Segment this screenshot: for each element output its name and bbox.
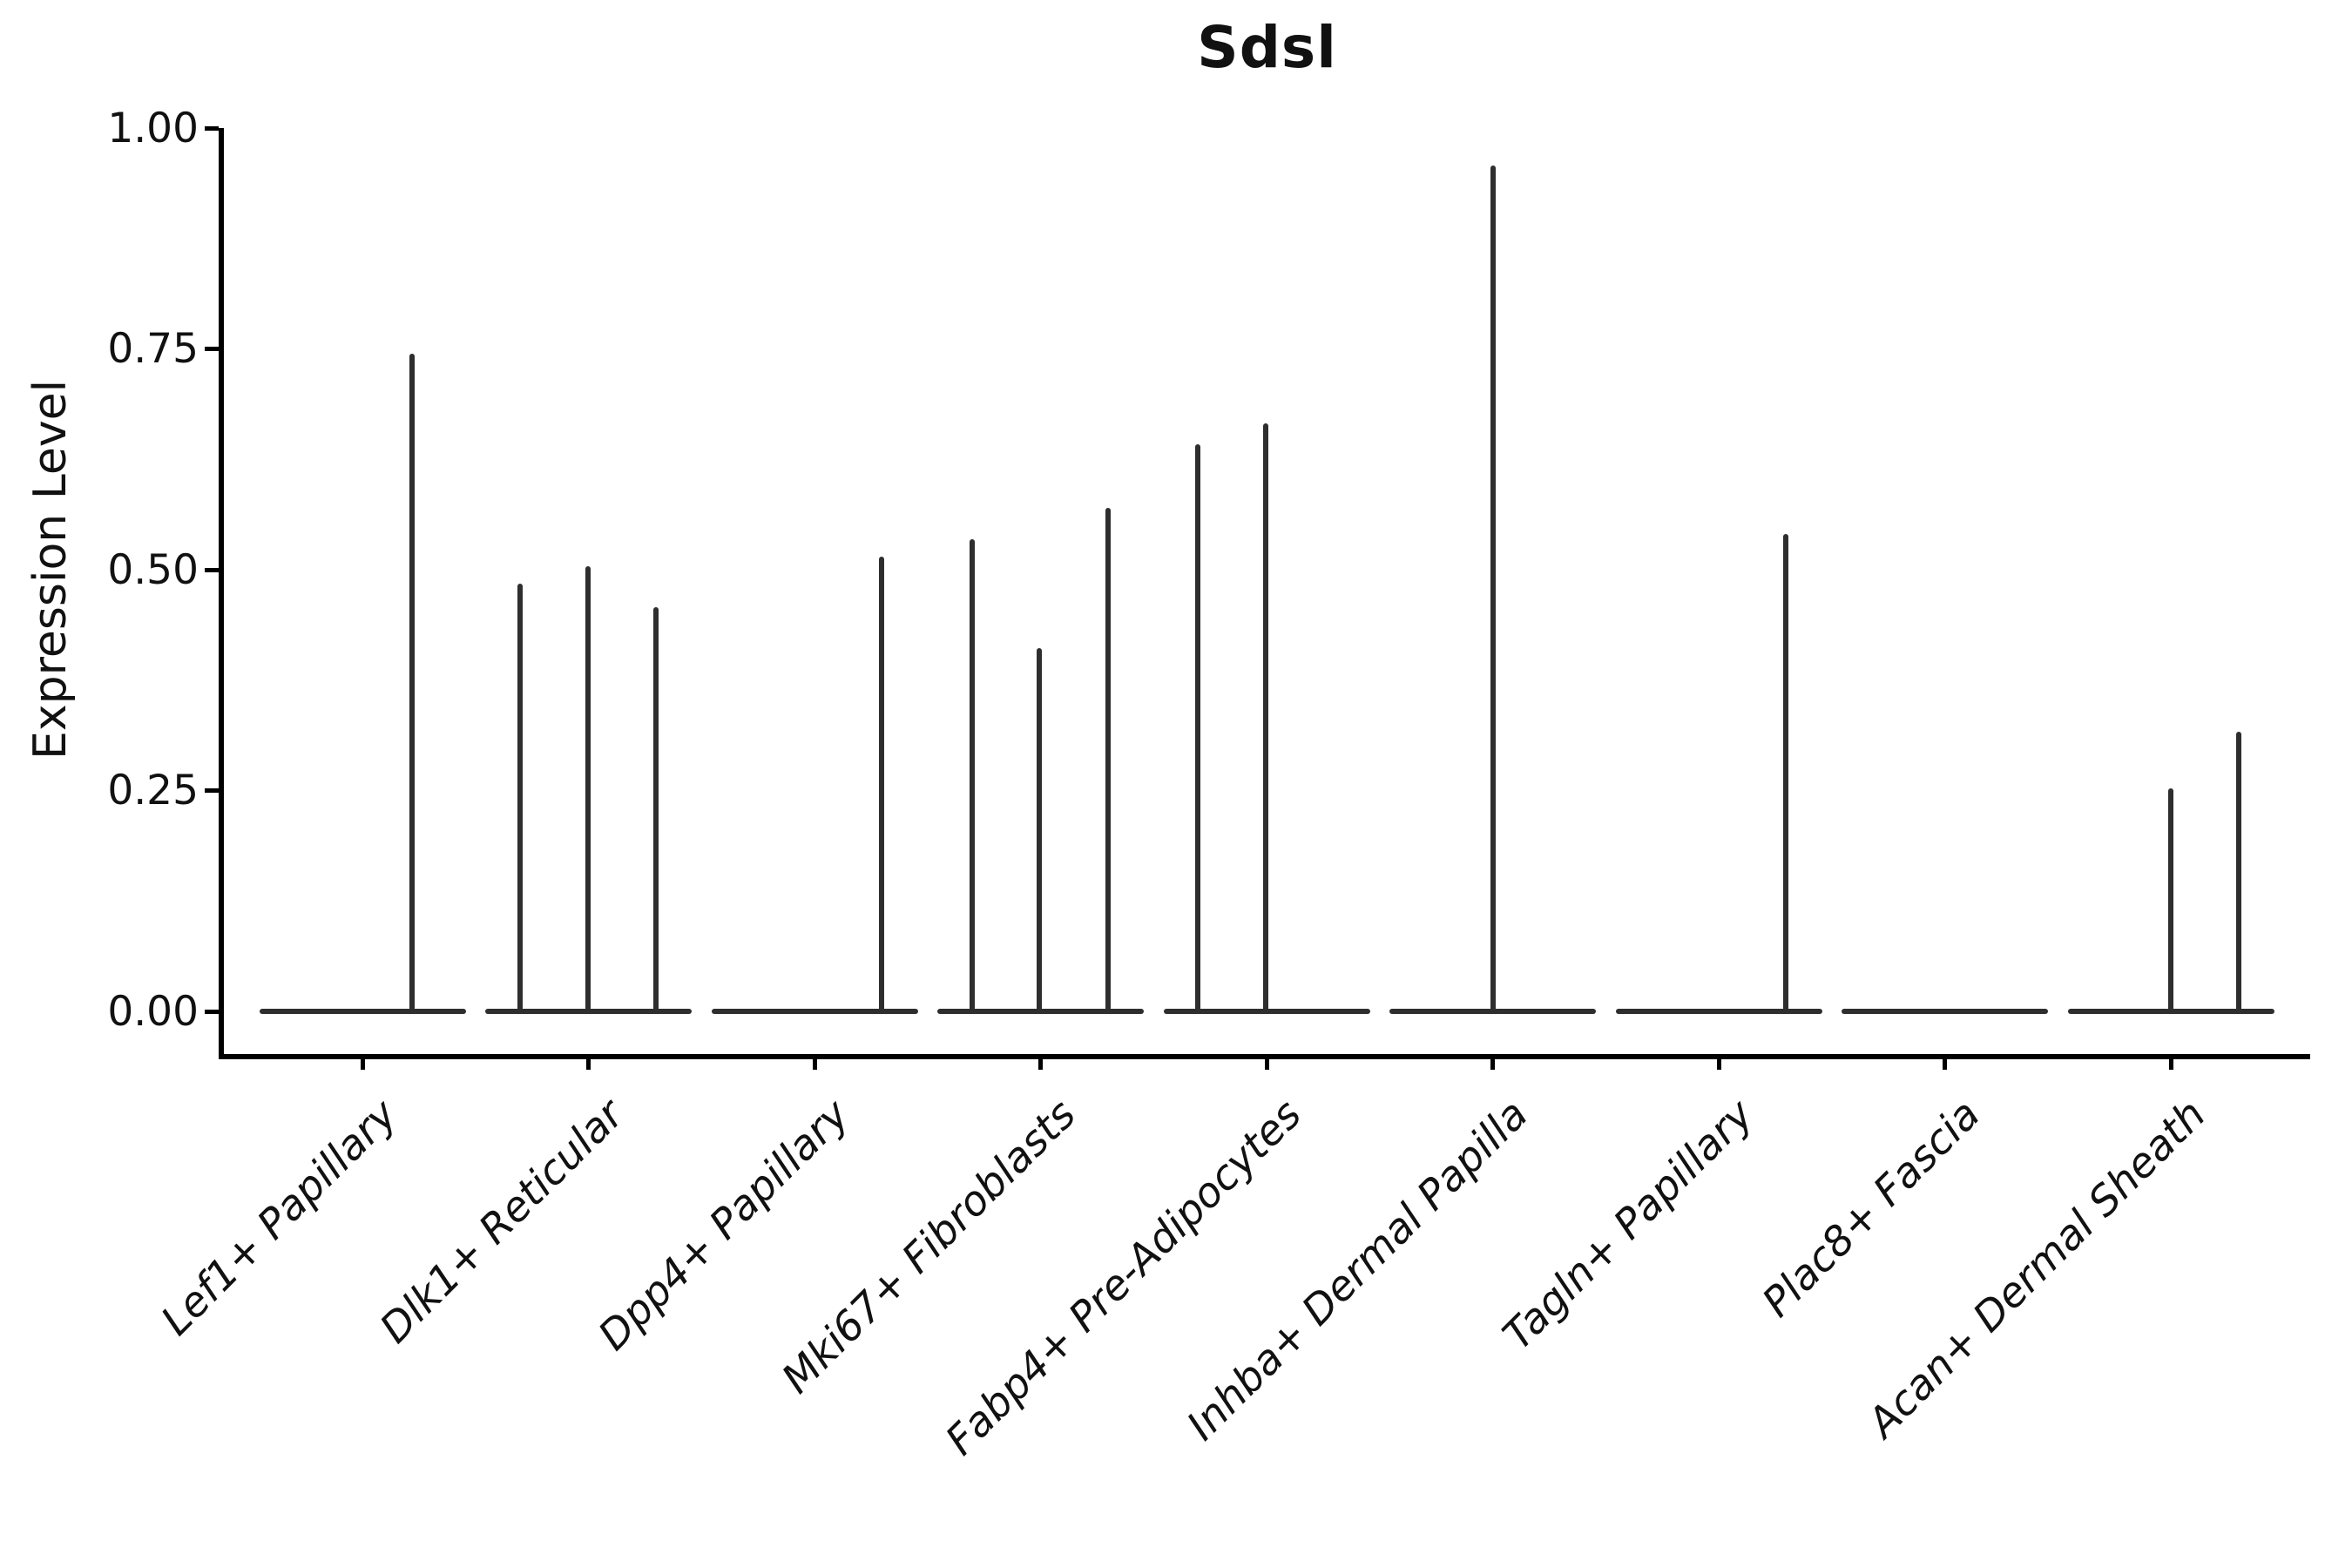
x-tick (1943, 1054, 1947, 1070)
y-tick-label: 0.50 (107, 545, 199, 594)
y-tick-label: 0.25 (107, 767, 199, 814)
violin-spike (1783, 534, 1788, 1014)
violin-spike (879, 556, 884, 1014)
x-tick (586, 1054, 591, 1070)
x-tick (2168, 1054, 2173, 1070)
violin-spike (652, 606, 659, 1014)
x-tick-label: Dpp4+ Papillary (589, 1090, 859, 1361)
x-tick-label: Plac8+ Fascia (1753, 1090, 1990, 1327)
violin-baseline (1842, 1009, 2048, 1014)
violin-spike (517, 584, 523, 1014)
y-tick (205, 788, 219, 793)
x-tick (812, 1054, 817, 1070)
x-tick (1264, 1054, 1269, 1070)
x-tick (360, 1054, 365, 1070)
x-tick (1716, 1054, 1721, 1070)
violin-spike (1195, 444, 1200, 1014)
x-tick-label: Lef1+ Papillary (152, 1090, 407, 1345)
violin-spike (969, 538, 975, 1014)
violin-spike (409, 353, 415, 1014)
violin-spike (585, 565, 591, 1014)
violin-baseline (1615, 1009, 1822, 1014)
x-tick (1490, 1054, 1495, 1070)
chart-title: Sdsl (1197, 14, 1337, 81)
y-tick-label: 0.00 (107, 987, 199, 1036)
violin-baseline (259, 1009, 466, 1014)
x-tick-label: Tagln+ Papillary (1493, 1090, 1763, 1360)
y-tick (205, 1009, 219, 1014)
y-tick-label: 1.00 (107, 104, 199, 152)
x-tick-label: Dlk1+ Reticular (370, 1090, 633, 1353)
violin-spike (2236, 731, 2241, 1014)
violin-spike (1490, 165, 1496, 1014)
y-tick-label: 0.75 (107, 325, 199, 373)
violin-spike (1036, 648, 1042, 1014)
y-tick (205, 125, 219, 131)
violin-spike (2168, 788, 2173, 1014)
violin-spike (1263, 422, 1268, 1014)
x-tick (1038, 1054, 1043, 1070)
y-axis-spine (219, 128, 224, 1059)
y-tick (205, 567, 219, 572)
violin-baseline (711, 1009, 918, 1014)
violin-spike (1105, 508, 1111, 1014)
y-tick (205, 347, 219, 351)
